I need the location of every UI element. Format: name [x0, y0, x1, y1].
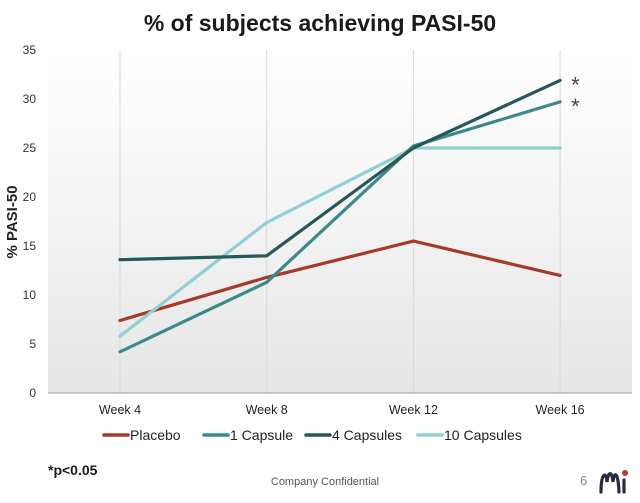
series-line-placebo [118, 239, 562, 323]
x-axis: Week 4 Week 8 Week 12 Week 16 [48, 392, 632, 417]
significance-asterisk: * [571, 94, 580, 119]
y-tick-label: 20 [23, 190, 37, 204]
y-tick-label: 25 [23, 141, 37, 155]
series-line-4-capsules [118, 78, 562, 262]
legend: Placebo 1 Capsule 4 Capsules 10 Capsules [102, 427, 522, 443]
y-tick-label: 35 [23, 43, 37, 57]
significance-asterisk: * [571, 72, 580, 97]
significance-markers: ** [571, 72, 580, 119]
y-axis: 0 5 10 15 20 25 30 35 [23, 43, 37, 400]
x-tick-label: Week 16 [536, 403, 585, 417]
legend-label: 1 Capsule [230, 427, 293, 443]
y-tick-label: 30 [23, 92, 37, 106]
page-number: 6 [580, 473, 588, 488]
chart-title: % of subjects achieving PASI-50 [143, 10, 497, 36]
y-tick-label: 15 [23, 239, 37, 253]
series-lines [118, 78, 562, 354]
company-logo-icon [599, 470, 628, 494]
significance-footnote: *p<0.05 [48, 462, 98, 478]
y-tick-label: 5 [29, 337, 36, 351]
y-tick-label: 10 [23, 288, 37, 302]
legend-label: Placebo [130, 427, 181, 443]
legend-label: 10 Capsules [444, 427, 522, 443]
plot-area [48, 50, 632, 393]
confidential-notice: Company Confidential [270, 476, 380, 488]
y-axis-label: % PASI-50 [4, 185, 21, 258]
y-tick-label: 0 [29, 386, 36, 400]
series-line-1-capsule [118, 100, 562, 354]
x-tick-label: Week 12 [389, 403, 438, 417]
x-tick-label: Week 8 [246, 403, 288, 417]
series-line-10-capsules [118, 146, 562, 338]
x-tick-label: Week 4 [99, 403, 141, 417]
legend-label: 4 Capsules [332, 427, 402, 443]
